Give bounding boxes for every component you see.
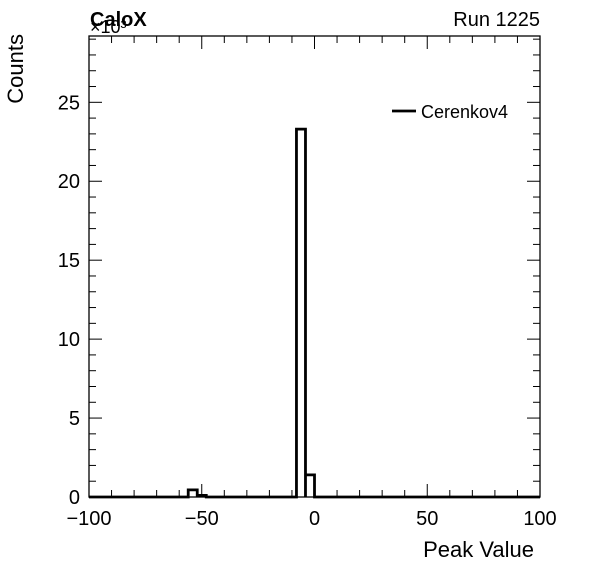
- y-tick-label: 25: [58, 92, 80, 114]
- axes: −100 −50 0 50 100 0 5 10 15 20 25: [58, 35, 557, 530]
- histogram-bin: [197, 495, 206, 497]
- y-tick-label: 20: [58, 171, 80, 193]
- y-tick-label: 5: [69, 408, 80, 430]
- x-tick-label: 0: [309, 508, 320, 530]
- y-tick-label: 10: [58, 329, 80, 351]
- legend-label: Cerenkov4: [421, 102, 508, 122]
- y-axis-title: Counts: [3, 34, 28, 104]
- legend: Cerenkov4: [392, 102, 508, 122]
- header: CaloX Run 1225: [90, 9, 540, 31]
- histogram-bin: [188, 490, 197, 497]
- y-multiplier: ×10³: [90, 17, 127, 37]
- x-tick-label: −100: [66, 508, 111, 530]
- histogram-series: [89, 127, 540, 499]
- x-tick-label: 100: [523, 508, 556, 530]
- x-tick-label: 50: [416, 508, 438, 530]
- y-tick-label: 15: [58, 250, 80, 272]
- y-tick-label: 0: [69, 487, 80, 509]
- x-axis-title: Peak Value: [423, 537, 534, 562]
- histogram-bin: [305, 475, 314, 497]
- histogram-bin: [296, 129, 305, 497]
- histogram-outline: [89, 127, 540, 499]
- x-tick-label: −50: [185, 508, 219, 530]
- run-label: Run 1225: [453, 9, 540, 31]
- experiment-label: CaloX: [90, 9, 147, 31]
